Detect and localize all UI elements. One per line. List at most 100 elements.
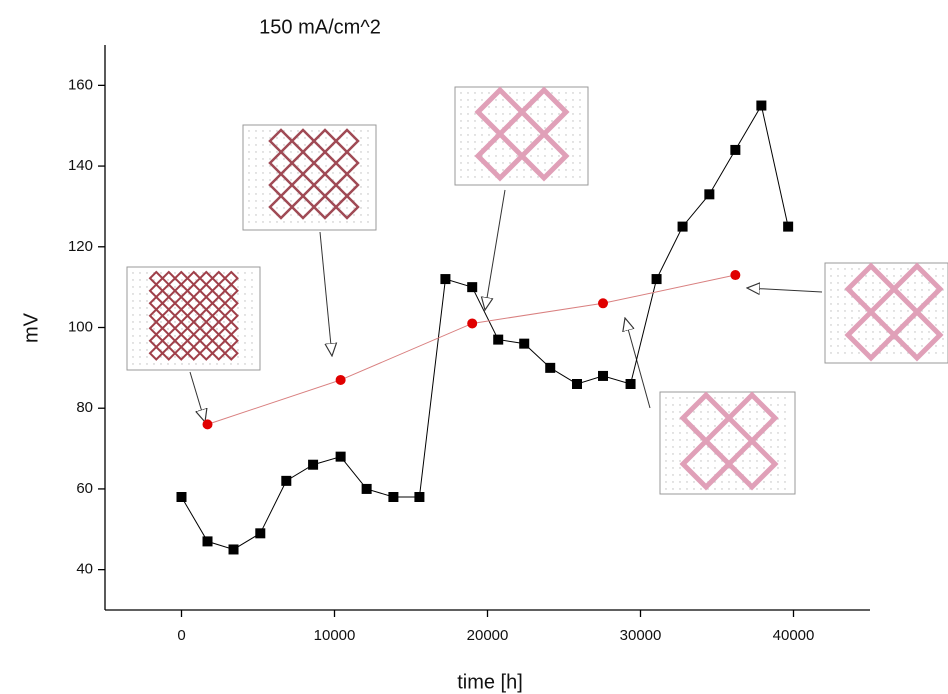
grid-dot: [146, 363, 148, 365]
grid-dot: [146, 307, 148, 309]
grid-dot: [721, 418, 723, 420]
grid-dot: [283, 179, 285, 181]
grid-dot: [830, 268, 832, 270]
grid-dot: [248, 221, 250, 223]
grid-dot: [195, 314, 197, 316]
grid-dot: [935, 310, 937, 312]
grid-dot: [928, 317, 930, 319]
grid-dot: [665, 446, 667, 448]
grid-dot: [686, 404, 688, 406]
grid-dot: [572, 169, 574, 171]
grid-dot: [735, 397, 737, 399]
grid-dot: [297, 193, 299, 195]
grid-dot: [742, 411, 744, 413]
grid-dot: [872, 338, 874, 340]
grid-dot: [230, 293, 232, 295]
grid-dot: [879, 338, 881, 340]
grid-dot: [672, 439, 674, 441]
grid-dot: [530, 169, 532, 171]
grid-dot: [188, 356, 190, 358]
grid-dot: [262, 186, 264, 188]
grid-dot: [467, 148, 469, 150]
grid-dot: [777, 474, 779, 476]
grid-dot: [153, 279, 155, 281]
grid-dot: [290, 130, 292, 132]
point: [730, 144, 741, 155]
grid-dot: [707, 404, 709, 406]
grid-dot: [742, 425, 744, 427]
grid-dot: [879, 268, 881, 270]
grid-dot: [304, 207, 306, 209]
grid-dot: [572, 92, 574, 94]
lattice-cell: [268, 194, 294, 220]
grid-dot: [223, 349, 225, 351]
grid-dot: [865, 282, 867, 284]
grid-dot: [907, 289, 909, 291]
grid-dot: [269, 172, 271, 174]
grid-dot: [572, 141, 574, 143]
grid-dot: [784, 446, 786, 448]
grid-dot: [248, 130, 250, 132]
grid-dot: [304, 144, 306, 146]
grid-dot: [844, 310, 846, 312]
grid-dot: [756, 411, 758, 413]
grid-dot: [244, 293, 246, 295]
grid-dot: [749, 411, 751, 413]
grid-dot: [721, 404, 723, 406]
grid-dot: [756, 404, 758, 406]
grid-dot: [311, 193, 313, 195]
grid-dot: [686, 474, 688, 476]
grid-dot: [283, 144, 285, 146]
grid-dot: [837, 345, 839, 347]
grid-dot: [579, 120, 581, 122]
grid-dot: [707, 453, 709, 455]
grid-dot: [784, 397, 786, 399]
grid-dot: [858, 289, 860, 291]
point: [545, 362, 556, 373]
grid-dot: [248, 172, 250, 174]
grid-dot: [935, 268, 937, 270]
grid-dot: [244, 342, 246, 344]
grid-dot: [893, 303, 895, 305]
grid-dot: [467, 176, 469, 178]
grid-dot: [467, 92, 469, 94]
grid-dot: [777, 439, 779, 441]
grid-dot: [551, 92, 553, 94]
grid-dot: [269, 165, 271, 167]
arrow: [189, 371, 205, 422]
grid-dot: [495, 120, 497, 122]
grid-dot: [721, 488, 723, 490]
grid-dot: [160, 321, 162, 323]
point: [467, 318, 478, 329]
grid-dot: [921, 282, 923, 284]
point: [335, 374, 346, 385]
grid-dot: [230, 328, 232, 330]
y-tick-label: 40: [76, 561, 93, 578]
point: [176, 492, 187, 502]
grid-dot: [756, 467, 758, 469]
grid-dot: [474, 99, 476, 101]
insets: [126, 86, 948, 495]
grid-dot: [262, 193, 264, 195]
grid-dot: [460, 134, 462, 136]
grid-dot: [346, 158, 348, 160]
grid-dot: [942, 310, 944, 312]
grid-dot: [262, 172, 264, 174]
grid-dot: [728, 411, 730, 413]
grid-dot: [251, 272, 253, 274]
grid-dot: [269, 200, 271, 202]
grid-dot: [223, 356, 225, 358]
grid-dot: [686, 446, 688, 448]
grid-dot: [460, 141, 462, 143]
grid-dot: [784, 418, 786, 420]
grid-dot: [346, 200, 348, 202]
grid-dot: [579, 162, 581, 164]
grid-dot: [460, 99, 462, 101]
grid-dot: [872, 324, 874, 326]
grid-dot: [318, 130, 320, 132]
grid-dot: [255, 179, 257, 181]
grid-dot: [360, 158, 362, 160]
grid-dot: [837, 324, 839, 326]
grid-dot: [572, 120, 574, 122]
inset: [824, 262, 948, 364]
